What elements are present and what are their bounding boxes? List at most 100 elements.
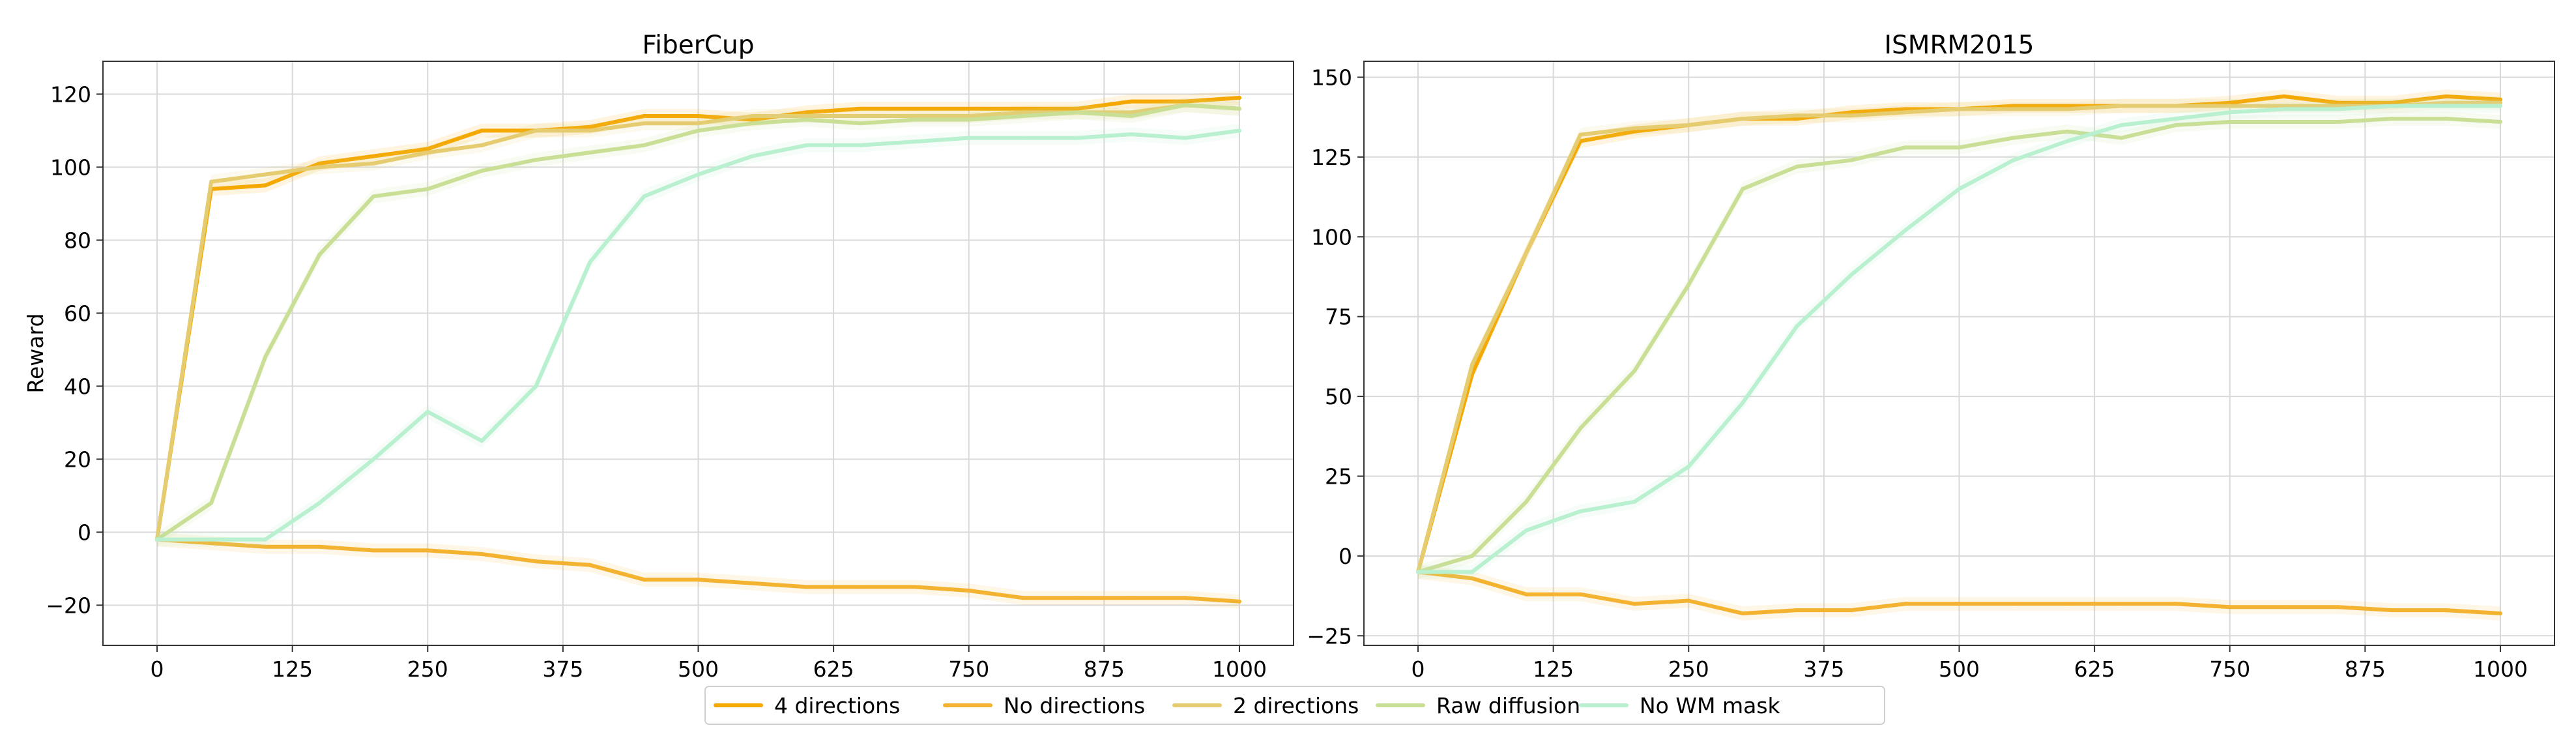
data-point xyxy=(1075,596,1079,600)
y-tick-label: 100 xyxy=(50,154,91,180)
data-point xyxy=(2065,139,2070,143)
data-point xyxy=(1183,103,1187,108)
x-tick-label: 0 xyxy=(1411,656,1425,682)
data-point xyxy=(2444,117,2448,121)
data-point xyxy=(2011,107,2016,111)
data-point xyxy=(1578,132,1583,137)
data-point xyxy=(1524,528,1529,533)
data-point xyxy=(1578,509,1583,514)
data-point xyxy=(1020,114,1025,118)
data-point xyxy=(371,457,376,462)
data-point xyxy=(2336,605,2340,609)
data-point xyxy=(2065,107,2070,111)
data-point xyxy=(750,114,755,118)
data-point xyxy=(480,169,484,173)
data-point xyxy=(2173,123,2178,127)
data-point xyxy=(1795,324,1799,329)
data-point xyxy=(480,552,484,556)
data-point xyxy=(696,172,701,177)
y-tick-label: 20 xyxy=(64,447,91,472)
data-point xyxy=(155,537,159,542)
data-point xyxy=(2227,104,2232,108)
data-point xyxy=(804,143,809,147)
data-point xyxy=(1849,113,1853,118)
data-point xyxy=(2390,608,2394,613)
data-point xyxy=(1686,123,1691,127)
data-point xyxy=(534,559,538,564)
data-point xyxy=(317,544,322,549)
data-point xyxy=(642,121,646,126)
legend-label: No directions xyxy=(1004,693,1145,718)
data-point xyxy=(2281,104,2286,108)
data-point xyxy=(1237,96,1241,100)
x-tick-label: 625 xyxy=(2074,656,2115,682)
data-point xyxy=(1849,608,1853,613)
y-tick-label: 120 xyxy=(50,81,91,107)
data-point xyxy=(2065,129,2070,134)
data-point xyxy=(1957,145,1961,150)
data-point xyxy=(642,194,646,199)
data-point xyxy=(966,106,971,111)
data-point xyxy=(696,578,701,582)
data-point xyxy=(912,585,917,589)
data-point xyxy=(2336,100,2340,105)
data-point xyxy=(1795,608,1799,613)
data-point xyxy=(2281,605,2286,609)
data-point xyxy=(263,544,268,549)
data-point xyxy=(1129,114,1133,118)
data-point xyxy=(1416,570,1420,574)
data-point xyxy=(480,143,484,147)
chart-panel-ismrm2015: 0 125 250 375 500 625 750 875 1000 −25 0 25 50 75 100 1… xyxy=(1307,31,2555,682)
data-point xyxy=(1957,107,1961,111)
y-tick-label: 100 xyxy=(1311,224,1352,250)
data-point xyxy=(209,179,214,184)
x-tick-label: 250 xyxy=(1668,656,1709,682)
data-point xyxy=(2227,120,2232,124)
data-point xyxy=(1524,250,1529,255)
data-point xyxy=(1903,602,1907,606)
data-point xyxy=(696,128,701,133)
data-point xyxy=(209,541,214,546)
data-point xyxy=(534,384,538,389)
data-point xyxy=(642,143,646,147)
data-point xyxy=(1020,596,1025,600)
y-tick-label: 0 xyxy=(78,520,91,545)
data-point xyxy=(2444,100,2448,105)
data-point xyxy=(1470,576,1475,581)
y-tick-label: −25 xyxy=(1307,623,1352,649)
data-point xyxy=(588,151,592,154)
data-point xyxy=(2011,136,2016,140)
data-point xyxy=(2444,94,2448,98)
data-point xyxy=(2281,107,2286,111)
data-point xyxy=(1741,400,1745,405)
data-point xyxy=(1632,129,1637,134)
data-point xyxy=(2390,104,2394,108)
data-point xyxy=(858,585,863,589)
data-point xyxy=(2173,104,2178,108)
x-tick-label: 875 xyxy=(2345,656,2386,682)
data-point xyxy=(750,581,755,585)
x-tick-label: 625 xyxy=(813,656,854,682)
data-point xyxy=(2119,602,2124,606)
data-point xyxy=(534,128,538,133)
x-tick-label: 750 xyxy=(2209,656,2250,682)
x-tick-label: 125 xyxy=(1533,656,1574,682)
data-point xyxy=(1129,132,1133,136)
data-point xyxy=(2227,110,2232,115)
data-point xyxy=(912,117,917,122)
data-point xyxy=(588,260,592,264)
data-point xyxy=(1524,592,1529,596)
data-point xyxy=(1903,110,1907,115)
data-point xyxy=(1741,611,1745,615)
data-point xyxy=(804,110,809,115)
data-point xyxy=(966,136,971,140)
y-tick-label: −20 xyxy=(46,593,91,618)
data-point xyxy=(2444,104,2448,108)
data-point xyxy=(209,537,214,542)
data-point xyxy=(1795,164,1799,169)
data-point xyxy=(912,140,917,144)
data-point xyxy=(2011,602,2016,606)
data-point xyxy=(2390,100,2394,105)
data-point xyxy=(426,151,430,154)
